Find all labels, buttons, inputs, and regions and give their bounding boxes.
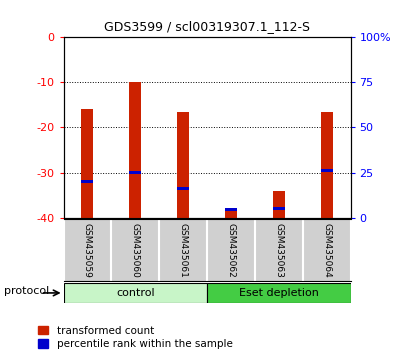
Bar	[63, 283, 207, 303]
Text: GSM435062: GSM435062	[226, 223, 235, 277]
Bar	[177, 187, 189, 190]
Bar	[177, 112, 189, 218]
Bar	[225, 211, 236, 218]
Bar	[272, 190, 284, 218]
Text: GSM435061: GSM435061	[178, 223, 187, 278]
Text: GSM435059: GSM435059	[83, 223, 92, 278]
Bar	[320, 169, 332, 172]
Text: control: control	[116, 288, 154, 298]
Text: GSM435060: GSM435060	[130, 223, 139, 278]
Bar	[81, 109, 93, 218]
Legend: transformed count, percentile rank within the sample: transformed count, percentile rank withi…	[38, 326, 232, 349]
Bar	[81, 180, 93, 183]
Bar	[129, 171, 141, 174]
Text: protocol: protocol	[4, 286, 49, 296]
Title: GDS3599 / scl00319307.1_112-S: GDS3599 / scl00319307.1_112-S	[104, 20, 309, 33]
Text: GSM435063: GSM435063	[274, 223, 283, 278]
Bar	[320, 112, 332, 218]
Bar	[207, 283, 350, 303]
Bar	[129, 82, 141, 218]
Text: GSM435064: GSM435064	[321, 223, 330, 277]
Bar	[225, 208, 236, 211]
Bar	[272, 207, 284, 210]
Text: Eset depletion: Eset depletion	[238, 288, 318, 298]
